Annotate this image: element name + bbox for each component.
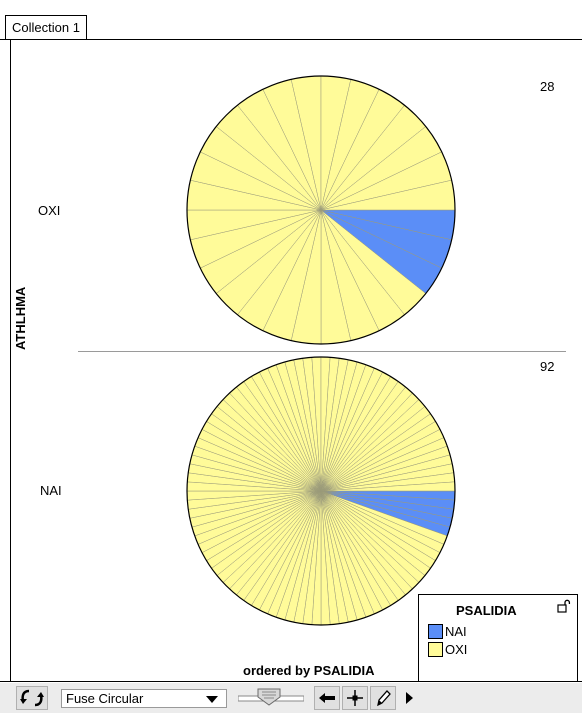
axis-line xyxy=(10,39,11,682)
zoom-slider[interactable] xyxy=(237,687,305,709)
swap-icon xyxy=(20,689,44,707)
legend-title: PSALIDIA xyxy=(456,603,517,618)
crosshair-icon xyxy=(347,690,363,706)
legend: PSALIDIA NAI OXI xyxy=(418,594,578,682)
layout-select[interactable]: Fuse Circular xyxy=(61,689,227,708)
pie-count-nai: 92 xyxy=(540,359,555,374)
x-axis-title: ordered by PSALIDIA xyxy=(243,663,375,678)
legend-swatch-oxi xyxy=(428,641,443,657)
legend-item-nai[interactable]: NAI xyxy=(428,623,467,639)
layout-select-value: Fuse Circular xyxy=(66,691,144,706)
draw-button[interactable] xyxy=(370,686,396,710)
crosshair-button[interactable] xyxy=(342,686,368,710)
row-divider xyxy=(78,351,566,352)
arrow-left-icon xyxy=(319,693,335,703)
collection-tab[interactable]: Collection 1 xyxy=(5,15,87,39)
toolbar: Fuse Circular xyxy=(0,683,582,713)
graph-frame xyxy=(0,39,582,682)
lock-icon[interactable] xyxy=(557,599,571,616)
move-left-button[interactable] xyxy=(314,686,340,710)
legend-label-oxi: OXI xyxy=(445,641,468,657)
legend-swatch-nai xyxy=(428,623,443,639)
more-tools-button[interactable] xyxy=(400,686,418,710)
chevron-down-icon xyxy=(206,696,218,703)
chevron-right-icon xyxy=(406,692,413,704)
legend-item-oxi[interactable]: OXI xyxy=(428,641,467,657)
pie-chart-area xyxy=(186,75,456,626)
swap-axes-button[interactable] xyxy=(16,686,48,710)
row-label-oxi: OXI xyxy=(38,203,61,218)
pencil-icon xyxy=(377,690,391,707)
pie-count-oxi: 28 xyxy=(540,79,555,94)
row-label-nai: NAI xyxy=(40,483,62,498)
legend-label-nai: NAI xyxy=(445,623,467,639)
pie-outline xyxy=(186,75,456,345)
pie-outline xyxy=(186,356,456,626)
